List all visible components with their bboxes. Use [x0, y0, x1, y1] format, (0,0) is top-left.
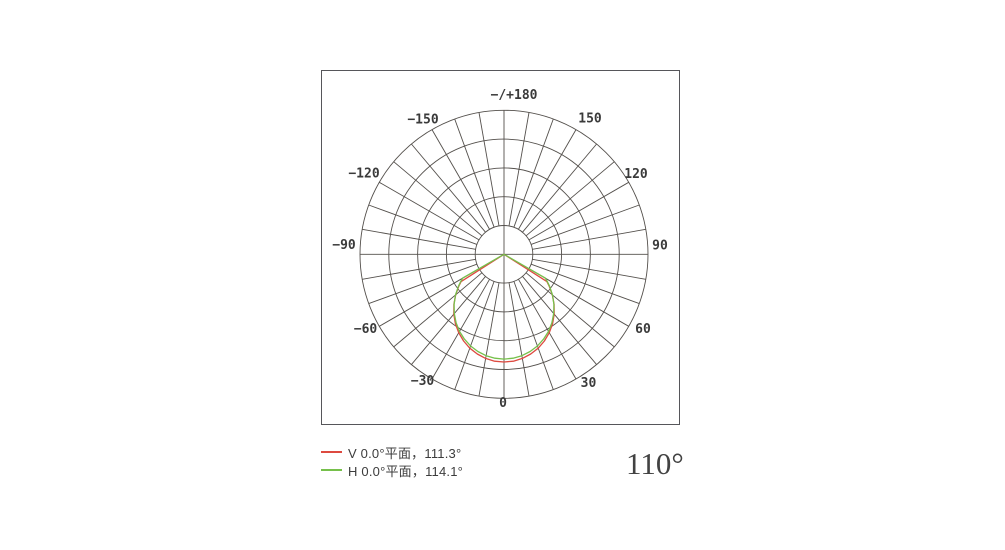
grid-spoke	[454, 118, 495, 228]
grid-spoke	[532, 258, 646, 280]
grid-spoke	[518, 278, 577, 380]
grid-spoke	[431, 129, 490, 230]
legend: V 0.0°平面，111.3° H 0.0°平面，114.1°	[321, 443, 463, 479]
grid-spoke	[530, 204, 640, 245]
grid-spoke	[525, 272, 615, 348]
grid-spoke	[522, 143, 597, 233]
legend-item-v-plane: V 0.0°平面，111.3°	[321, 443, 463, 461]
angle-tick-label: 30	[581, 376, 597, 391]
h-plane-legend-label: H 0.0°平面，114.1°	[348, 463, 464, 479]
grid-spoke	[508, 282, 530, 397]
angle-tick-label: −/+180	[491, 88, 538, 103]
h-plane-curve	[453, 253, 555, 360]
grid-spoke	[478, 282, 500, 397]
grid-spoke	[368, 204, 478, 245]
grid-spoke	[525, 161, 615, 237]
grid-spoke	[518, 129, 577, 230]
grid-spoke	[362, 228, 476, 250]
grid-spoke	[393, 272, 483, 348]
angle-tick-label: −150	[407, 113, 438, 128]
grid-spoke	[411, 276, 486, 365]
grid-spoke	[431, 278, 490, 380]
angle-tick-label: 60	[635, 322, 651, 337]
angle-tick-label: −30	[411, 374, 435, 389]
angle-tick-label: −90	[332, 238, 356, 253]
v-plane-line-swatch	[321, 451, 342, 453]
angle-tick-label: −60	[354, 322, 378, 337]
grid-spoke	[532, 228, 646, 250]
polar-chart-svg: −/+180 150 120 90 60 30 0 −30 −60 −90 −120 −150	[332, 88, 668, 411]
v-plane-legend-label: V 0.0°平面，111.3°	[348, 445, 462, 461]
grid-spoke	[508, 112, 530, 226]
angle-tick-label: 90	[652, 239, 668, 254]
h-plane-line-swatch	[321, 469, 342, 471]
grid-spoke	[528, 181, 629, 241]
grid-spoke	[478, 112, 500, 226]
grid-spoke	[362, 258, 476, 280]
grid-spoke	[393, 161, 483, 237]
legend-item-h-plane: H 0.0°平面，114.1°	[321, 461, 463, 479]
angle-tick-label: 0	[499, 396, 507, 411]
grid-spoke	[530, 263, 640, 305]
angle-tick-label: 120	[624, 167, 648, 182]
polar-chart-box: −/+180 150 120 90 60 30 0 −30 −60 −90 −120 −150	[321, 70, 680, 425]
grid-spoke	[411, 143, 486, 233]
angle-tick-label: 150	[578, 112, 602, 127]
angle-tick-label: −120	[348, 167, 379, 182]
grid-spoke	[368, 263, 478, 305]
grid-spoke	[454, 281, 495, 390]
grid-spoke	[513, 281, 554, 390]
grid-spoke	[522, 276, 597, 365]
grid-spoke	[513, 118, 554, 228]
beam-angle-value: 110°	[626, 446, 684, 481]
grid-spoke	[379, 181, 480, 241]
